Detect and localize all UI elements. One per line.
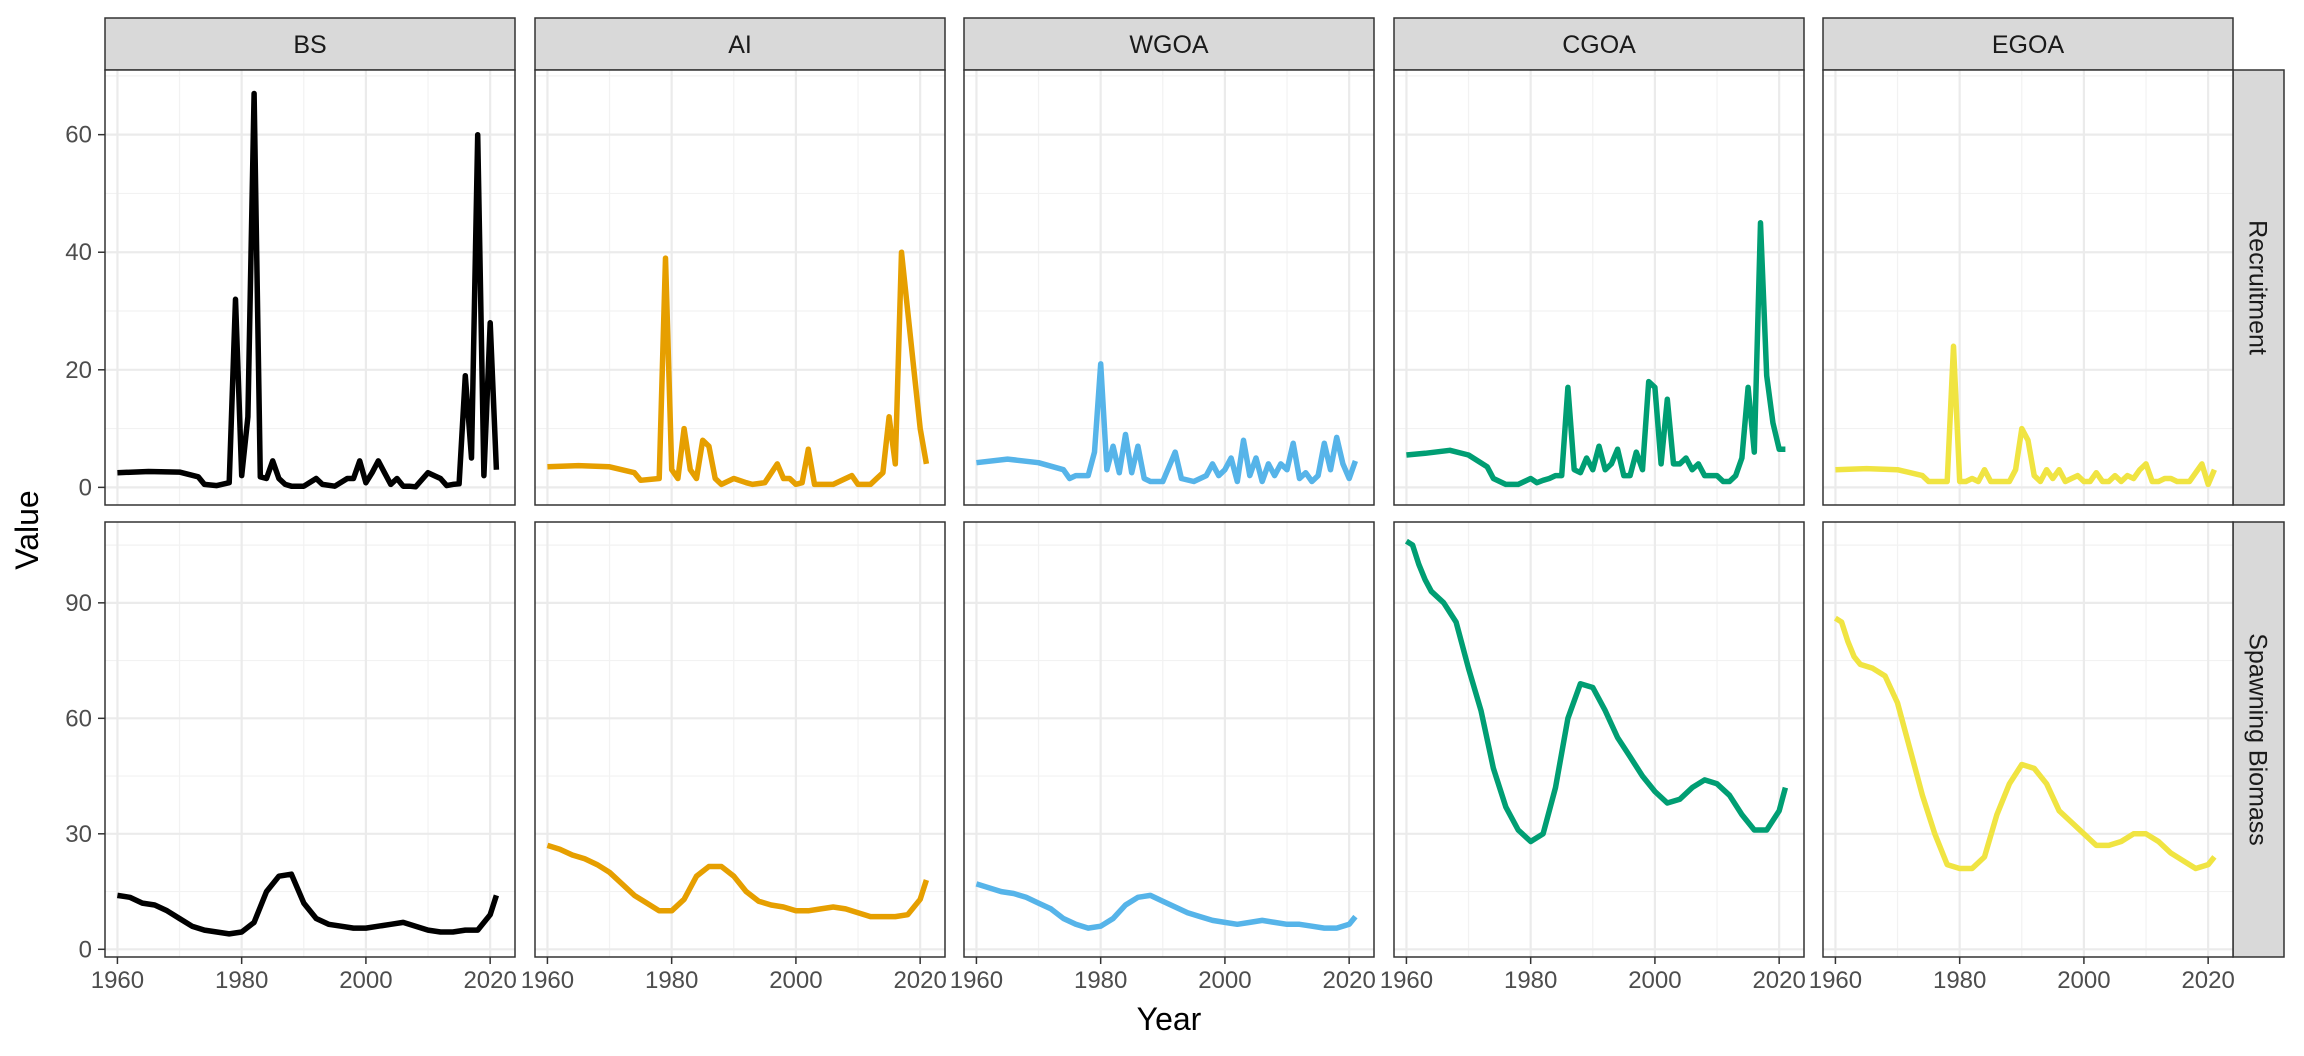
facet-strip-cgoa bbox=[1393, 17, 1805, 71]
series-line-wgoa-spawning-biomass bbox=[975, 881, 1358, 931]
x-tick-label: 1980 bbox=[1504, 967, 1557, 994]
x-tick-label: 2020 bbox=[463, 967, 516, 994]
panel-background bbox=[964, 70, 1374, 505]
series-line-cgoa-recruitment bbox=[1406, 220, 1786, 488]
x-tick-label: 2020 bbox=[1322, 967, 1375, 994]
x-tick-label: 2020 bbox=[1752, 967, 1805, 994]
facet-strip-label: EGOA bbox=[1992, 31, 2065, 59]
x-tick-label: 1980 bbox=[215, 967, 268, 994]
panel-border bbox=[963, 69, 1375, 506]
y-tick-label: 30 bbox=[65, 821, 92, 848]
series-line-egoa-recruitment bbox=[1835, 343, 2217, 488]
series-line-bs-recruitment bbox=[117, 90, 500, 490]
series-line-cgoa-spawning-biomass bbox=[1404, 538, 1789, 845]
panel-border bbox=[534, 69, 946, 506]
x-tick-label: 1960 bbox=[1809, 967, 1862, 994]
panel-background bbox=[105, 70, 515, 505]
y-tick-label: 0 bbox=[79, 474, 92, 501]
panels-layer: BS AI WGOA CGOA EGOA Recruitment Spawning Biom… bbox=[104, 17, 2285, 958]
x-tick-label: 1960 bbox=[91, 967, 144, 994]
panel-border bbox=[1393, 521, 1805, 958]
series-line-bs-spawning-biomass bbox=[116, 871, 500, 937]
panel-border bbox=[104, 521, 516, 958]
series-line-wgoa-recruitment bbox=[976, 361, 1358, 485]
y-tick-label: 60 bbox=[65, 705, 92, 732]
x-tick-label: 2000 bbox=[2057, 967, 2110, 994]
series-line-ai-spawning-biomass bbox=[546, 842, 930, 920]
panel-background bbox=[1394, 70, 1804, 505]
x-tick-label: 2000 bbox=[769, 967, 822, 994]
facet-strip-ai bbox=[534, 17, 946, 71]
facet-strip-label: WGOA bbox=[1129, 31, 1208, 59]
panel-border bbox=[104, 69, 516, 506]
panel-border bbox=[1822, 521, 2234, 958]
y-tick-label: 90 bbox=[65, 590, 92, 617]
x-tick-label: 1980 bbox=[1074, 967, 1127, 994]
x-tick-label: 1980 bbox=[1933, 967, 1986, 994]
series-line-egoa-spawning-biomass bbox=[1833, 615, 2217, 872]
panel-background bbox=[1823, 522, 2233, 957]
x-axis-title: Year bbox=[1137, 1001, 1202, 1037]
x-tick-label: 1960 bbox=[950, 967, 1003, 994]
y-tick-label: 0 bbox=[79, 936, 92, 963]
y-tick-label: 40 bbox=[65, 239, 92, 266]
panel-border bbox=[1393, 69, 1805, 506]
x-tick-label: 2020 bbox=[2181, 967, 2234, 994]
facet-strip-label: AI bbox=[728, 31, 752, 59]
y-tick-label: 60 bbox=[65, 122, 92, 149]
row-strip-spawning-biomass bbox=[2232, 521, 2285, 958]
facet-strip-label: CGOA bbox=[1562, 31, 1636, 59]
facet-strip-bs bbox=[104, 17, 516, 71]
x-tick-label: 2020 bbox=[893, 967, 946, 994]
row-strip-label: Recruitment bbox=[2244, 220, 2272, 355]
panel-background bbox=[105, 522, 515, 957]
panel-background bbox=[1394, 522, 1804, 957]
x-tick-label: 2000 bbox=[339, 967, 392, 994]
x-tick-label: 1960 bbox=[521, 967, 574, 994]
panel-background bbox=[535, 70, 945, 505]
x-tick-label: 1960 bbox=[1380, 967, 1433, 994]
facet-strip-wgoa bbox=[963, 17, 1375, 71]
y-tick-label: 20 bbox=[65, 357, 92, 384]
panel-border bbox=[963, 521, 1375, 958]
x-tick-label: 1980 bbox=[645, 967, 698, 994]
row-strip-label: Spawning Biomass bbox=[2244, 633, 2272, 846]
ticks-layer: 1960 1980 2000 2020 1960 1980 2000 2020 1960 1980… bbox=[65, 122, 2235, 994]
panel-border bbox=[1822, 69, 2234, 506]
x-tick-label: 2000 bbox=[1198, 967, 1251, 994]
y-axis-title: Value bbox=[9, 490, 45, 569]
facet-strip-label: BS bbox=[293, 31, 326, 59]
series-line-ai-recruitment bbox=[547, 249, 930, 488]
panel-border bbox=[534, 521, 946, 958]
x-tick-label: 2000 bbox=[1628, 967, 1681, 994]
panel-background bbox=[964, 522, 1374, 957]
panel-background bbox=[1823, 70, 2233, 505]
